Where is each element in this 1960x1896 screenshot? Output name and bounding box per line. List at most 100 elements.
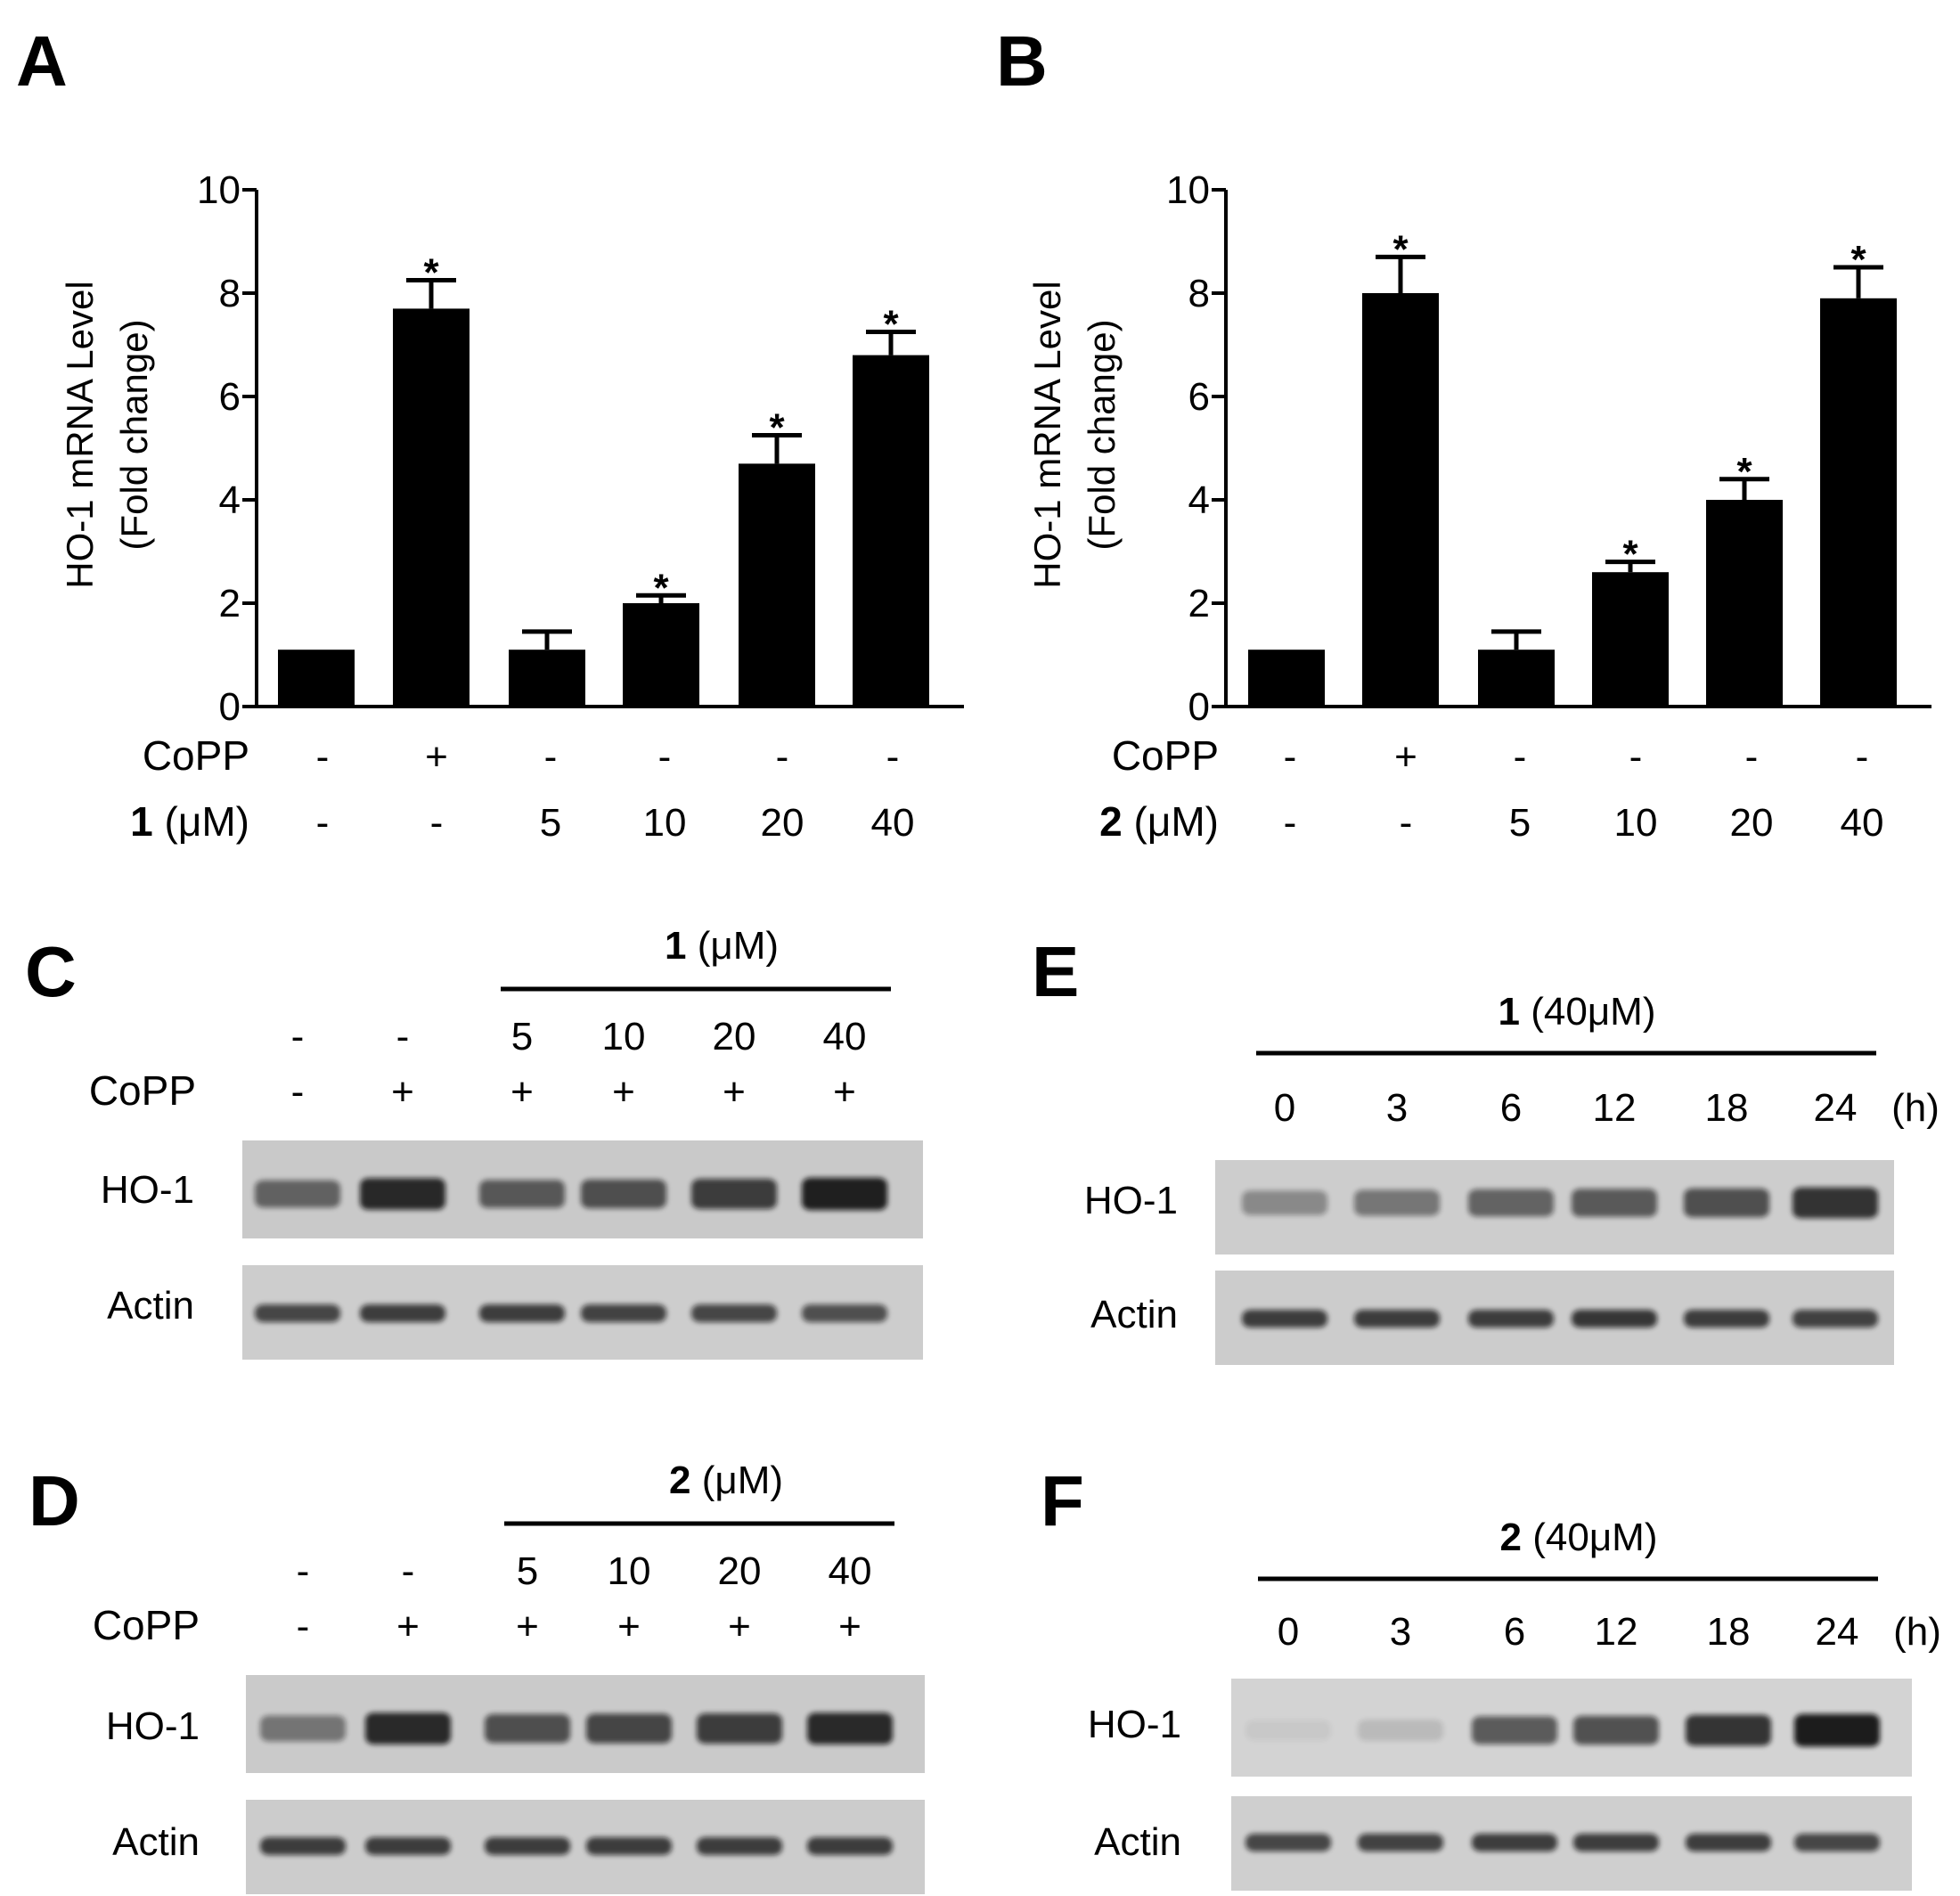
blot-e-actin-band (1572, 1310, 1657, 1328)
chart-b-y-tick-label: 10 (1166, 168, 1210, 212)
blot-e-times-cell: 18 (1705, 1086, 1749, 1130)
blot-d: 2 (μM) CoPP HO-1 Actin - - 5 10 20 40 - + + + + + (93, 1459, 925, 1894)
chart-a-copp-label: CoPP (143, 732, 249, 779)
panel-letter-f: F (1041, 1461, 1084, 1540)
chart-b-compound-label: 2 (μM) (1099, 798, 1219, 845)
chart-b-bar (1820, 298, 1897, 707)
chart-a-row1-cell: - (658, 735, 672, 779)
chart-a-y-tick-label: 10 (197, 168, 241, 212)
blot-d-ho1-band (697, 1713, 782, 1744)
chart-a-y-tick-label: 0 (219, 685, 241, 729)
chart-a-y-tick-label: 6 (219, 375, 241, 419)
blot-c-row2-cell: - (291, 1070, 305, 1114)
blot-f-header: 2 (40μM) (1500, 1516, 1658, 1559)
blot-d-row2-cell: + (396, 1605, 420, 1648)
chart-b-significance-star: * (1850, 238, 1866, 282)
blot-e-ho1-membrane (1215, 1160, 1894, 1254)
blot-e-time-unit: (h) (1891, 1086, 1940, 1130)
blot-f: 2 (40μM) (h) HO-1 Actin 0 3 6 12 18 24 (1088, 1516, 1941, 1891)
chart-a-row1-cell: + (425, 735, 448, 779)
blot-e-times-cell: 12 (1593, 1086, 1637, 1130)
blot-d-row1-cell: - (297, 1549, 310, 1593)
blot-c-row2-cell: + (391, 1070, 414, 1114)
blot-d-row1-cell: 10 (608, 1549, 651, 1593)
blot-d-row2-cell: - (297, 1605, 310, 1648)
chart-b-row2-cell: 5 (1509, 801, 1531, 845)
blot-c-row1-cell: - (396, 1015, 410, 1058)
blot-f-times-cell: 18 (1707, 1610, 1751, 1654)
chart-b-compound-number: 2 (1099, 798, 1123, 845)
blot-d-row2-cell: + (838, 1605, 862, 1648)
blot-f-actin-band (1245, 1834, 1331, 1851)
blot-f-times-cell: 3 (1390, 1610, 1411, 1654)
blot-e-ho1-band (1793, 1187, 1878, 1219)
blot-d-actin-band (807, 1837, 893, 1855)
chart-a: HO-1 mRNA Level (Fold change) CoPP 1 (μM… (59, 168, 964, 845)
blot-f-ho1-band (1686, 1714, 1771, 1746)
blot-e-times-cell: 24 (1814, 1086, 1858, 1130)
chart-b: HO-1 mRNA Level (Fold change) CoPP 2 (μM… (1026, 168, 1931, 845)
chart-b-compound-unit: (μM) (1123, 798, 1219, 845)
blot-f-time-unit: (h) (1893, 1610, 1941, 1654)
chart-b-bar (1592, 572, 1669, 707)
blot-c-actin-band (581, 1304, 666, 1322)
chart-a-row1-cell: - (316, 735, 330, 779)
chart-b-significance-star: * (1736, 450, 1752, 494)
chart-b-row1-cell: - (1856, 735, 1869, 779)
blot-f-header-compound: 2 (1500, 1516, 1522, 1559)
chart-b-row1-cell: - (1745, 735, 1759, 779)
blot-c-actin-band (360, 1304, 445, 1322)
blot-d-row1-cell: 20 (718, 1549, 762, 1593)
chart-a-bar (853, 355, 929, 707)
blot-d-row1-cell: - (402, 1549, 415, 1593)
blot-d-row2-cell: + (516, 1605, 539, 1648)
panel-letter-a: A (16, 21, 68, 101)
blot-e-header-compound: 1 (1499, 990, 1520, 1034)
panel-letter-e: E (1032, 932, 1079, 1011)
chart-a-compound-label: 1 (μM) (130, 798, 249, 845)
blot-d-row2-cell: + (617, 1605, 641, 1648)
blot-c-row1-cell: 20 (713, 1015, 756, 1058)
chart-b-row2-cell: 40 (1841, 801, 1884, 845)
blot-e-actin-band (1354, 1310, 1440, 1328)
panel-letter-b: B (996, 21, 1048, 101)
blot-c: 1 (μM) CoPP HO-1 Actin - - 5 10 20 40 - + + + + + (89, 924, 923, 1360)
chart-a-row1-cell: - (544, 735, 558, 779)
chart-b-bar (1706, 500, 1783, 707)
chart-a-row2-cell: 10 (643, 801, 687, 845)
blot-c-ho1-band (255, 1180, 340, 1208)
blot-c-row2-cell: + (833, 1070, 856, 1114)
blot-d-ho1-band (365, 1712, 451, 1745)
chart-a-y-tick-label: 8 (219, 272, 241, 315)
blot-e-actin-band (1242, 1310, 1327, 1328)
panel-letter-d: D (29, 1461, 80, 1540)
blot-d-ho1-band (807, 1712, 893, 1745)
blot-e-times-cell: 6 (1500, 1086, 1522, 1130)
blot-f-actin-band (1686, 1834, 1771, 1851)
chart-a-compound-number: 1 (130, 798, 153, 845)
blot-d-row2-cell: + (728, 1605, 751, 1648)
blot-f-actin-band (1573, 1834, 1659, 1851)
blot-d-ho1-label: HO-1 (106, 1704, 200, 1748)
chart-b-row1-cell: - (1629, 735, 1643, 779)
chart-b-row2-cell: - (1400, 801, 1413, 845)
panel-letter-c: C (25, 932, 77, 1011)
blot-c-actin-band (802, 1304, 887, 1322)
chart-b-row2-cell: 10 (1614, 801, 1658, 845)
blot-d-ho1-band (586, 1713, 672, 1744)
blot-e-ho1-band (1354, 1189, 1440, 1216)
chart-a-ylabel-line2: (Fold change) (113, 319, 155, 550)
chart-b-row1-cell: - (1284, 735, 1297, 779)
blot-f-times-cell: 6 (1504, 1610, 1525, 1654)
chart-b-bar (1248, 650, 1325, 707)
chart-b-y-tick-label: 8 (1188, 272, 1210, 315)
chart-b-bar (1478, 650, 1555, 707)
blot-e-actin-band (1793, 1310, 1878, 1328)
chart-b-significance-star: * (1622, 533, 1638, 576)
blot-e-ho1-band (1684, 1188, 1769, 1218)
chart-b-ylabel-line1: HO-1 mRNA Level (1026, 281, 1068, 588)
blot-d-actin-band (485, 1837, 570, 1855)
chart-b-y-tick-label: 6 (1188, 375, 1210, 419)
chart-a-significance-star: * (769, 406, 785, 450)
